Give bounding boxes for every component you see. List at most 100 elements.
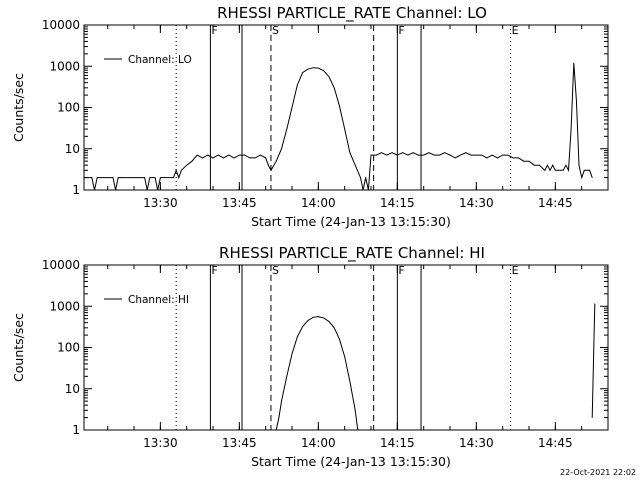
data-point [254,157,256,159]
data-point [317,67,319,69]
x-tick-label: 14:30 [459,436,494,450]
data-point [568,169,569,171]
data-point [291,353,293,355]
x-tick-label: 14:45 [538,436,573,450]
legend-label: Channel: HI [128,294,189,306]
x-tick-label: 13:30 [143,436,178,450]
chart-title: RHESSI PARTICLE_RATE Channel: HI [219,244,485,263]
footer-timestamp: 22-Oct-2021 22:02 [560,468,636,477]
x-tick-label: 14:30 [459,196,494,210]
data-point [238,154,240,156]
data-point [396,154,398,156]
series-line [591,303,596,418]
data-point [586,169,588,171]
data-point [186,164,188,166]
data-point [591,177,593,178]
data-point [291,107,293,108]
data-point [594,303,596,305]
data-point [149,177,151,178]
data-point [386,154,388,156]
y-tick-label: 10000 [42,18,80,32]
data-point [191,160,193,162]
data-point [159,177,161,178]
data-point [433,154,435,156]
data-point [486,157,488,159]
data-point [228,154,230,156]
data-point [560,169,562,171]
data-point [207,154,209,156]
data-point [475,154,477,156]
data-point [449,154,451,156]
panel-lo: RHESSI PARTICLE_RATE Channel: LO 1 10 100 10… [11,4,609,229]
data-point [497,157,498,159]
data-point [583,169,585,171]
data-point [591,417,593,418]
data-point [402,152,404,154]
y-tick-label: 100 [57,101,80,115]
data-point [267,164,269,166]
data-point [115,189,116,191]
data-point [265,157,267,159]
data-point [491,154,493,156]
y-axis-label: Counts/sec [11,73,26,142]
data-point [175,169,177,171]
data-point [281,400,282,402]
event-marker-label: E [512,24,519,37]
data-point [323,70,325,72]
event-marker-label: F [398,264,404,277]
data-point [502,154,504,156]
x-tick-label: 13:45 [222,196,257,210]
data-point [94,189,95,191]
data-point [170,177,172,178]
data-point [360,177,361,178]
x-tick-label: 14:00 [301,436,336,450]
data-point [233,157,235,159]
data-point [212,157,214,159]
y-tick-label: 10 [65,142,80,156]
data-point [333,87,335,89]
data-point [302,326,303,328]
data-point [217,154,219,156]
data-point [307,68,309,70]
y-tick-label: 100 [57,341,80,355]
data-point [349,152,351,154]
y-tick-label: 1000 [49,299,80,313]
data-point [362,189,364,191]
y-tick-label: 1000 [49,59,80,73]
data-point [278,417,280,418]
data-point [547,164,548,166]
data-point [223,157,224,159]
y-tick-label: 1 [72,423,80,437]
data-point [270,169,272,171]
data-point [370,154,372,156]
data-point [518,157,519,159]
data-point [365,177,367,178]
data-point [349,381,351,382]
y-axis-label: Counts/sec [11,313,26,382]
data-point [123,177,124,178]
data-point [460,154,461,156]
data-point [328,320,330,322]
data-point [528,160,530,162]
x-tick-label: 14:15 [380,436,415,450]
data-point [533,164,535,166]
data-point [454,157,456,159]
data-point [328,76,330,78]
data-point [428,152,430,154]
data-point [573,62,575,64]
data-point [354,164,356,166]
data-point [507,154,509,156]
legend-label: Channel: LO [128,54,192,66]
data-point [333,327,335,329]
data-point [344,356,346,358]
data-point [157,189,159,191]
data-point [391,152,393,154]
event-marker-label: F [398,24,404,37]
data-point [339,105,340,107]
data-point [549,169,551,171]
data-point [444,152,446,154]
data-point [539,164,540,166]
event-marker-label: E [512,264,519,277]
data-point [286,375,288,377]
